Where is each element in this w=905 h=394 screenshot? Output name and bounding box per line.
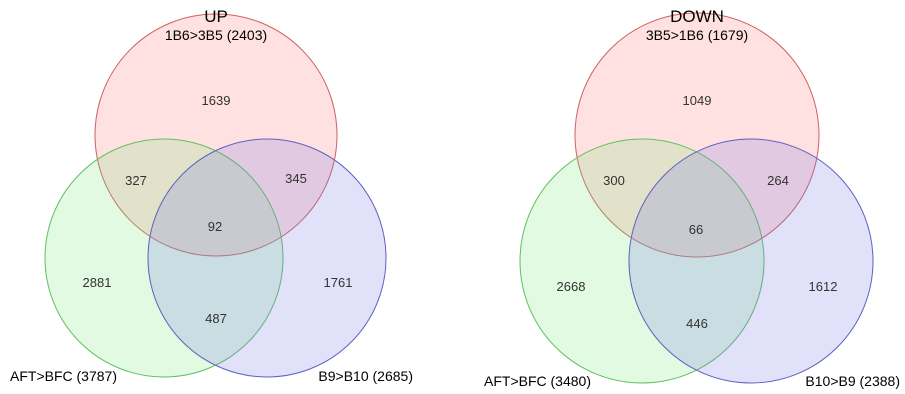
venn-down-circle-right — [628, 138, 874, 384]
venn-up-count-left-only: 2881 — [83, 275, 112, 290]
venn-down-label-left: AFT>BFC (3480) — [484, 373, 591, 389]
venn-down-label-right: B10>B9 (2388) — [805, 373, 900, 389]
venn-up-count-all: 92 — [208, 219, 222, 234]
venn-up-label-right: B9>B10 (2685) — [318, 368, 413, 384]
venn-up-count-top-only: 1639 — [202, 93, 231, 108]
venn-down-circle-top — [574, 12, 820, 258]
venn-down-label-top: 3B5>1B6 (1679) — [646, 27, 748, 43]
venn-up-circle-top — [94, 13, 338, 257]
venn-up-count-top-right: 345 — [285, 171, 307, 186]
venn-down-count-top-right: 264 — [767, 173, 789, 188]
venn-up-label-left: AFT>BFC (3787) — [10, 368, 117, 384]
venn-down-title: DOWN — [670, 7, 724, 26]
venn-up-label-top: 1B6>3B5 (2403) — [165, 27, 267, 43]
venn-up: UP 1B6>3B5 (2403) AFT>BFC (3787) B9>B10 … — [10, 7, 413, 384]
venn-down-count-left-only: 2668 — [557, 279, 586, 294]
venn-down-count-top-left: 300 — [603, 173, 625, 188]
venn-down-count-right-only: 1612 — [809, 279, 838, 294]
venn-down-count-left-right: 446 — [686, 316, 708, 331]
venn-down-count-all: 66 — [689, 222, 703, 237]
venn-down-count-top-only: 1049 — [683, 93, 712, 108]
venn-up-circle-right — [147, 138, 387, 378]
venn-up-count-left-right: 487 — [205, 311, 227, 326]
venn-down-circle-left — [519, 138, 765, 384]
venn-down: DOWN 3B5>1B6 (1679) AFT>BFC (3480) B10>B… — [484, 7, 900, 389]
venn-up-count-top-left: 327 — [125, 173, 147, 188]
venn-up-circle-left — [44, 138, 284, 378]
venn-up-count-right-only: 1761 — [324, 275, 353, 290]
venn-up-title: UP — [204, 7, 228, 26]
